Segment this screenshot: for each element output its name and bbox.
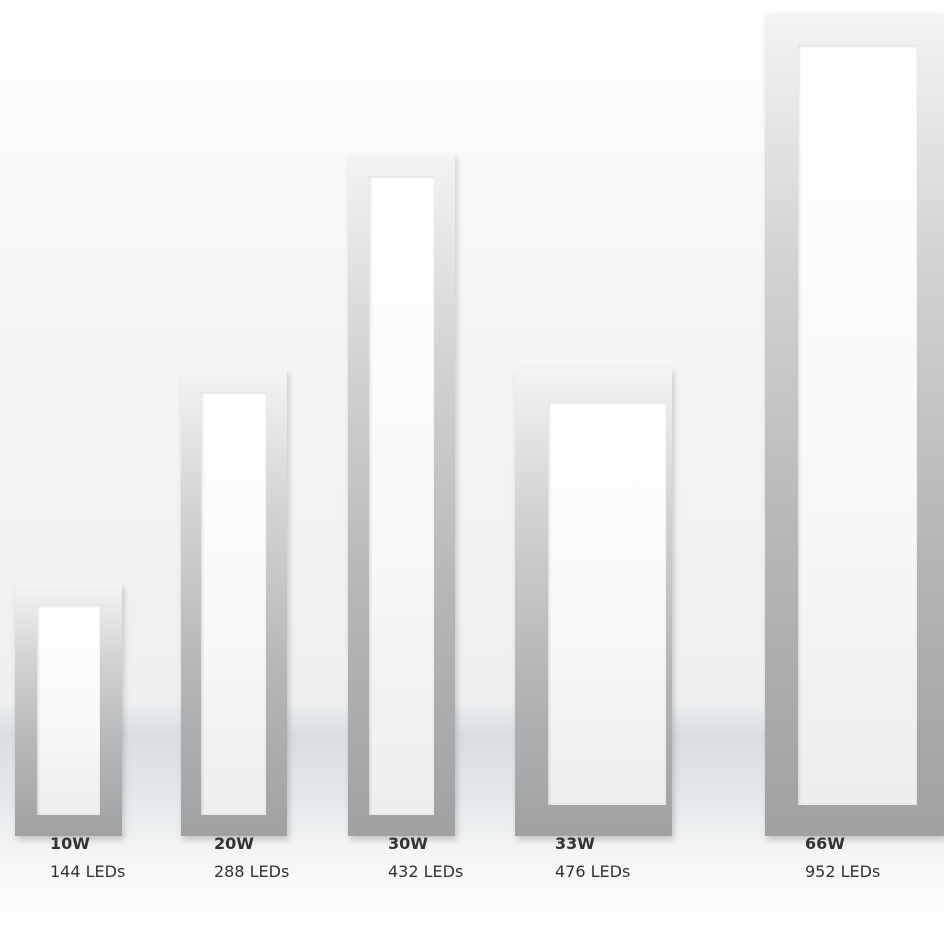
product-label: 20W 288 LEDs — [214, 834, 289, 882]
led-panel — [765, 13, 944, 836]
led-panel — [181, 370, 287, 836]
power: 33W — [555, 834, 630, 854]
led-count: 476 LEDs — [555, 862, 630, 882]
product-label: 66W 952 LEDs — [805, 834, 880, 882]
led-panel — [515, 368, 672, 836]
led-panel — [348, 153, 455, 836]
product-label: 33W 476 LEDs — [555, 834, 630, 882]
led-count: 952 LEDs — [805, 862, 880, 882]
product-label: 10W 144 LEDs — [50, 834, 125, 882]
product-label: 30W 432 LEDs — [388, 834, 463, 882]
led-count: 432 LEDs — [388, 862, 463, 882]
power: 66W — [805, 834, 880, 854]
led-count: 288 LEDs — [214, 862, 289, 882]
power: 30W — [388, 834, 463, 854]
led-panel — [15, 583, 122, 836]
power: 20W — [214, 834, 289, 854]
led-count: 144 LEDs — [50, 862, 125, 882]
power: 10W — [50, 834, 125, 854]
product-scene: 10W 144 LEDs 20W 288 LEDs 30W 432 LEDs 3… — [0, 0, 944, 936]
